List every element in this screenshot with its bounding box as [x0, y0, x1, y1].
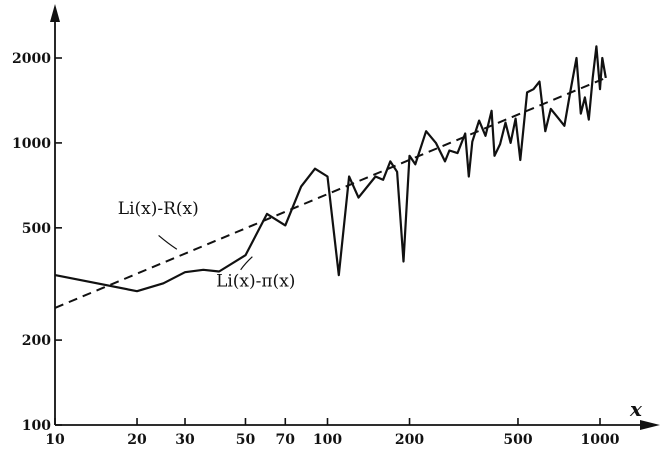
- annotation-layer: Li(x)-R(x) Li(x)-π(x): [118, 199, 296, 291]
- annotation-li-minus-pi: Li(x)-π(x): [216, 271, 295, 291]
- series-layer: [54, 45, 607, 309]
- x-tick-label: 500: [503, 432, 532, 448]
- annotation-li-minus-r: Li(x)-R(x): [118, 199, 199, 219]
- y-tick-label: 2000: [12, 51, 51, 67]
- x-tick-label: 1000: [581, 432, 620, 448]
- annotation-leader-li-minus-r: [158, 234, 178, 250]
- x-tick-label: 50: [236, 432, 256, 448]
- x-axis-arrow: [640, 420, 660, 430]
- x-tick-label: 30: [175, 432, 195, 448]
- y-axis-arrow: [50, 4, 60, 22]
- x-tick-label: 100: [313, 432, 342, 448]
- y-tick-label: 200: [22, 333, 51, 349]
- y-tick-label: 500: [22, 221, 51, 237]
- series-li-minus-r-line: [54, 76, 607, 309]
- x-axis-label: x: [629, 397, 643, 421]
- series-li-minus-pi-line: [54, 45, 607, 293]
- y-ticks: 100 200 500 1000 2000: [12, 51, 62, 434]
- x-tick-label: 200: [395, 432, 424, 448]
- x-tick-label: 10: [45, 432, 65, 448]
- y-tick-label: 100: [22, 418, 51, 434]
- x-ticks: 10 20 30 50 70 100 200 500 1000: [45, 418, 620, 448]
- y-tick-label: 1000: [12, 136, 51, 152]
- axes: [50, 4, 660, 430]
- x-tick-label: 20: [127, 432, 147, 448]
- annotation-leader-li-minus-pi: [240, 256, 253, 271]
- x-tick-label: 70: [276, 432, 296, 448]
